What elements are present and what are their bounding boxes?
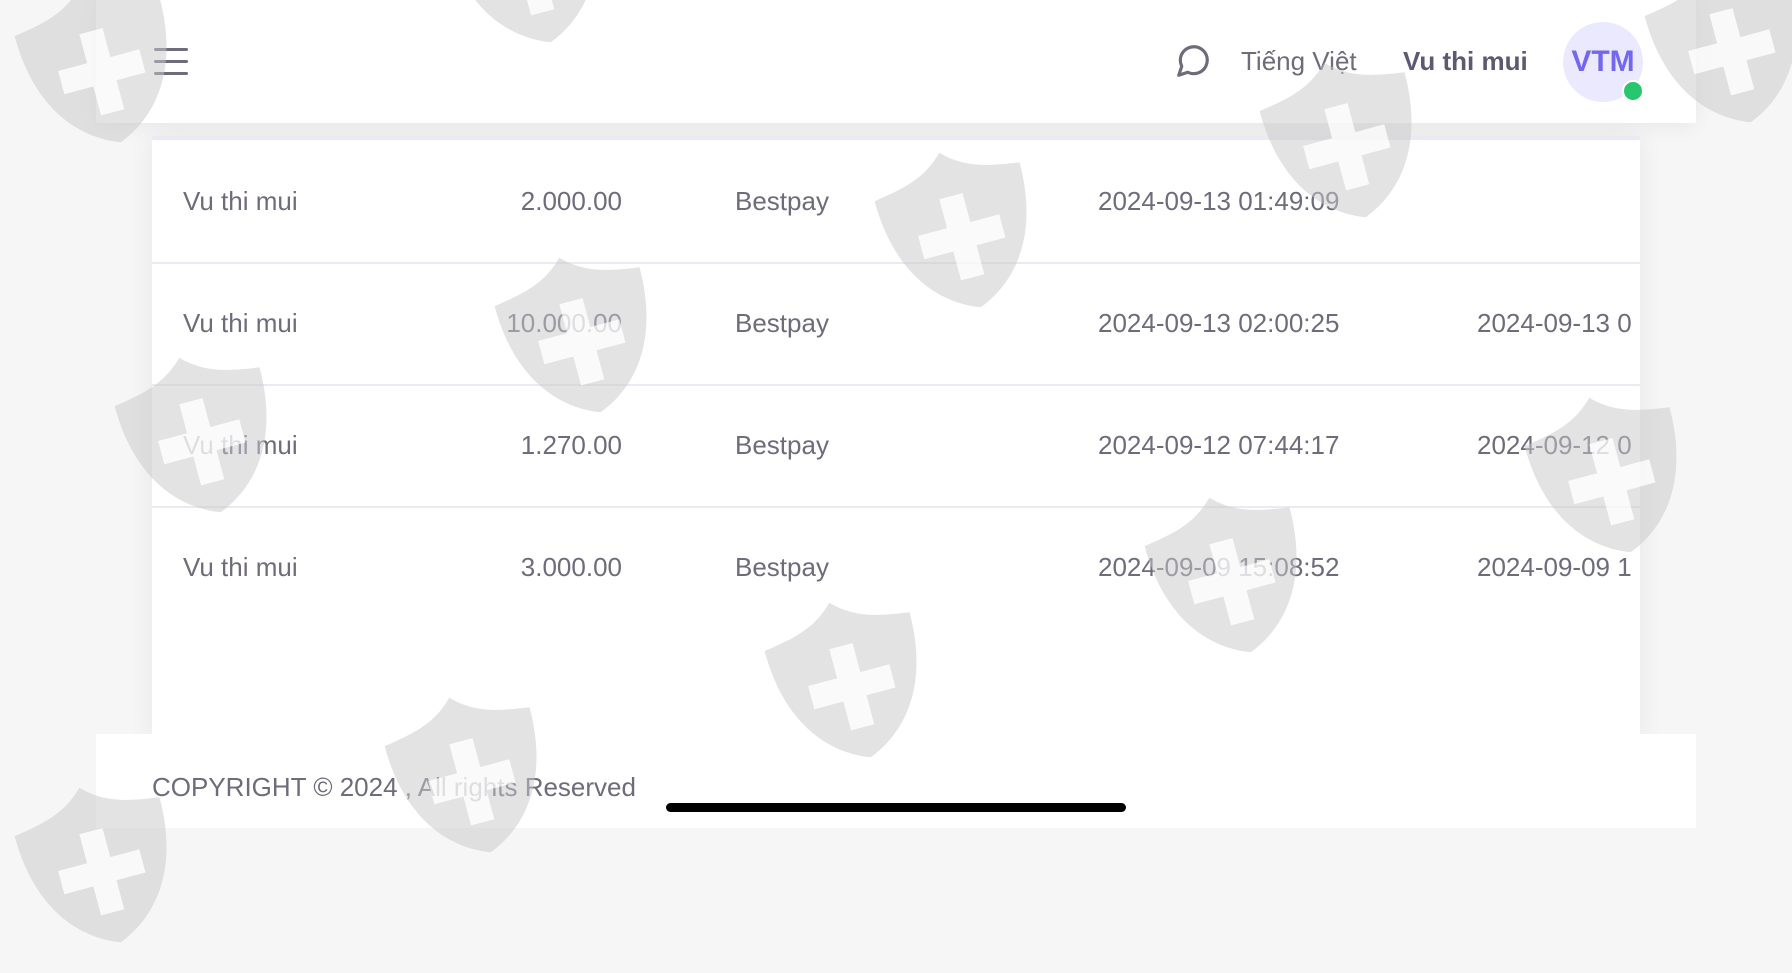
cell-method: Bestpay [735,430,829,460]
transactions-table: Vu thi mui 2.000.00 Bestpay 2024-09-13 0… [152,136,1640,734]
language-selector[interactable]: Tiếng Việt [1241,46,1357,76]
home-indicator[interactable] [666,803,1126,812]
cell-method: Bestpay [735,186,829,216]
cell-amount: 1.270.00 [520,430,622,460]
cell-amount: 2.000.00 [520,186,622,216]
cell-method: Bestpay [735,308,829,338]
table-row: Vu thi mui 2.000.00 Bestpay 2024-09-13 0… [152,140,1640,264]
cell-amount: 3.000.00 [520,552,622,582]
cell-created: 2024-09-13 02:00:25 [1098,308,1340,338]
cell-created: 2024-09-12 07:44:17 [1098,430,1340,460]
user-name[interactable]: Vu thi mui [1403,46,1528,76]
cell-amount: 10.000.00 [506,308,622,338]
cell-updated: 2024-09-12 0 [1477,430,1632,460]
chat-bubble-icon[interactable] [1174,42,1212,80]
cell-updated: 2024-09-13 0 [1477,308,1632,338]
cell-created: 2024-09-13 01:49:09 [1098,186,1340,216]
footer: COPYRIGHT © 2024 , All rights Reserved [96,734,1696,828]
online-status-dot [1622,80,1644,102]
cell-name: Vu thi mui [183,430,298,460]
table-row: Vu thi mui 10.000.00 Bestpay 2024-09-13 … [152,262,1640,386]
cell-name: Vu thi mui [183,308,298,338]
cell-updated: 2024-09-09 1 [1477,552,1632,582]
table-header-border [152,136,1640,140]
table-row: Vu thi mui 1.270.00 Bestpay 2024-09-12 0… [152,384,1640,508]
table-row: Vu thi mui 3.000.00 Bestpay 2024-09-09 1… [152,506,1640,628]
top-navbar [96,0,1696,123]
cell-name: Vu thi mui [183,186,298,216]
cell-created: 2024-09-09 15:08:52 [1098,552,1340,582]
copyright-text: COPYRIGHT © 2024 , All rights Reserved [152,772,636,802]
cell-name: Vu thi mui [183,552,298,582]
hamburger-menu-icon[interactable] [154,48,188,76]
cell-method: Bestpay [735,552,829,582]
